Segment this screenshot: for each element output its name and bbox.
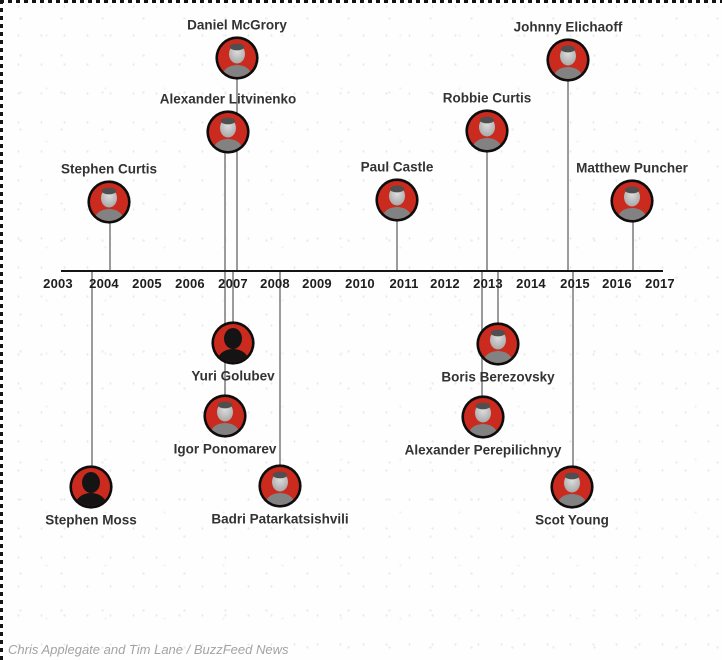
year-label-2010: 2010 bbox=[345, 276, 375, 291]
year-label-2011: 2011 bbox=[389, 276, 419, 291]
year-label-2007: 2007 bbox=[218, 276, 248, 291]
person-name-label-matthew-puncher: Matthew Puncher bbox=[576, 160, 688, 176]
person-name-label-boris-berezovsky: Boris Berezovsky bbox=[441, 369, 555, 385]
connector-line-stephen-moss bbox=[91, 270, 93, 487]
person-name-label-paul-castle: Paul Castle bbox=[360, 159, 434, 175]
portrait-photo-icon-badri-patarkatsishvili bbox=[258, 464, 302, 508]
year-label-2009: 2009 bbox=[302, 276, 332, 291]
person-name-label-daniel-mcgrory: Daniel McGrory bbox=[187, 17, 287, 33]
dashed-border-left bbox=[0, 0, 3, 660]
year-label-2006: 2006 bbox=[175, 276, 205, 291]
person-name-label-stephen-moss: Stephen Moss bbox=[45, 512, 137, 528]
connector-line-paul-castle bbox=[396, 200, 398, 270]
connector-line-alexander-litvinenko bbox=[224, 132, 226, 270]
person-name-label-stephen-curtis: Stephen Curtis bbox=[60, 161, 158, 177]
person-name-label-scot-young: Scot Young bbox=[535, 512, 609, 528]
year-label-2004: 2004 bbox=[89, 276, 119, 291]
person-name-label-alexander-perepilichnyy: Alexander Perepilichnyy bbox=[404, 442, 562, 458]
person-name-label-yuri-golubev: Yuri Golubev bbox=[191, 368, 275, 384]
portrait-photo-icon-scot-young bbox=[550, 465, 594, 509]
person-name-label-johnny-elichaoff: Johnny Elichaoff bbox=[513, 19, 623, 35]
year-label-2012: 2012 bbox=[430, 276, 460, 291]
portrait-photo-icon-boris-berezovsky bbox=[476, 322, 520, 366]
dashed-border-top bbox=[0, 0, 722, 3]
year-label-2005: 2005 bbox=[132, 276, 162, 291]
year-label-2003: 2003 bbox=[43, 276, 73, 291]
person-name-label-igor-ponomarev: Igor Ponomarev bbox=[173, 441, 277, 457]
connector-line-boris-berezovsky bbox=[497, 270, 499, 344]
timeline-axis-line bbox=[61, 270, 663, 272]
year-label-2013: 2013 bbox=[473, 276, 503, 291]
portrait-photo-icon-alexander-perepilichnyy bbox=[461, 395, 505, 439]
portrait-silhouette-icon-stephen-moss bbox=[69, 465, 113, 509]
connector-line-badri-patarkatsishvili bbox=[279, 270, 281, 486]
connector-line-daniel-mcgrory bbox=[236, 58, 238, 270]
year-label-2016: 2016 bbox=[602, 276, 632, 291]
portrait-photo-icon-johnny-elichaoff bbox=[546, 38, 590, 82]
portrait-silhouette-icon-yuri-golubev bbox=[211, 321, 255, 365]
credit-caption: Chris Applegate and Tim Lane / BuzzFeed … bbox=[8, 642, 289, 657]
year-label-2015: 2015 bbox=[560, 276, 590, 291]
portrait-photo-icon-igor-ponomarev bbox=[203, 394, 247, 438]
connector-line-stephen-curtis bbox=[109, 202, 111, 270]
portrait-photo-icon-paul-castle bbox=[375, 178, 419, 222]
portrait-photo-icon-matthew-puncher bbox=[610, 179, 654, 223]
person-name-label-badri-patarkatsishvili: Badri Patarkatsishvili bbox=[211, 511, 349, 527]
connector-line-robbie-curtis bbox=[486, 131, 488, 270]
connector-line-johnny-elichaoff bbox=[567, 60, 569, 270]
person-name-label-robbie-curtis: Robbie Curtis bbox=[442, 90, 532, 106]
person-name-label-alexander-litvinenko: Alexander Litvinenko bbox=[159, 91, 297, 107]
connector-line-scot-young bbox=[572, 270, 574, 487]
connector-line-yuri-golubev bbox=[232, 270, 234, 343]
portrait-photo-icon-robbie-curtis bbox=[465, 109, 509, 153]
portrait-photo-icon-daniel-mcgrory bbox=[215, 36, 259, 80]
year-label-2017: 2017 bbox=[645, 276, 675, 291]
portrait-photo-icon-stephen-curtis bbox=[87, 180, 131, 224]
portrait-photo-icon-alexander-litvinenko bbox=[206, 110, 250, 154]
year-label-2008: 2008 bbox=[260, 276, 290, 291]
connector-line-matthew-puncher bbox=[632, 201, 634, 270]
year-label-2014: 2014 bbox=[516, 276, 546, 291]
